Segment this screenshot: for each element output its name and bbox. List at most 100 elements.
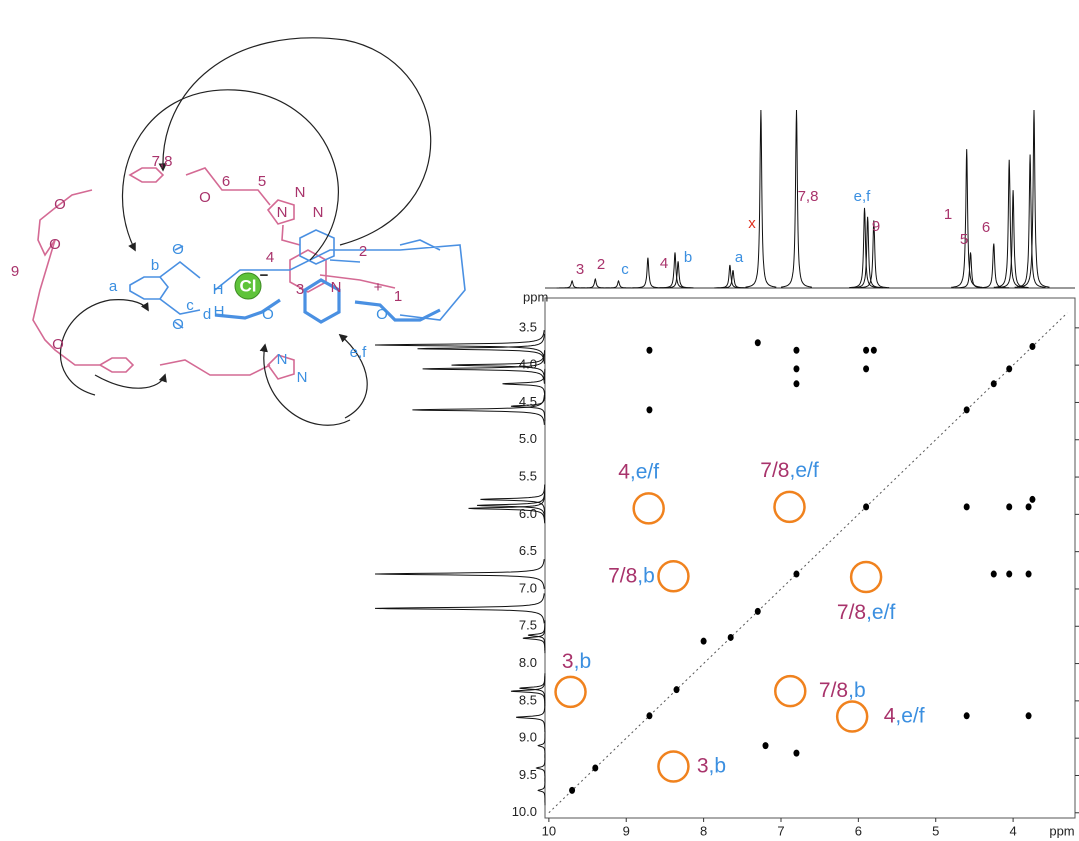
annotation-part: ,b xyxy=(709,754,727,777)
y-tick-label: 4.0 xyxy=(519,357,537,372)
annotation-label: 7/8,b xyxy=(608,564,655,587)
annotation-part: 3 xyxy=(697,754,709,777)
cross-peak xyxy=(871,347,877,354)
plot-frame xyxy=(545,298,1075,818)
structure-label: 1 xyxy=(394,288,402,305)
cross-peak xyxy=(1026,503,1032,510)
cross-peak xyxy=(793,571,799,578)
cross-peak xyxy=(728,634,734,641)
structure-label: H xyxy=(214,303,225,320)
anion-label: Cl xyxy=(240,276,257,295)
cross-peak xyxy=(863,365,869,372)
annotation-label: 7/8,b xyxy=(819,679,866,702)
spectrum-peak xyxy=(538,731,545,761)
structure-label: O xyxy=(172,241,184,258)
peak-label: 3 xyxy=(576,261,584,278)
cross-peak xyxy=(964,503,970,510)
annotation-part: ,e/f xyxy=(790,458,819,481)
cross-peak xyxy=(1029,343,1035,350)
spectrum-peak xyxy=(955,252,986,287)
y-tick-label: 9.0 xyxy=(519,730,537,745)
noe-arrows xyxy=(60,38,430,425)
cross-peak xyxy=(569,787,575,794)
cross-peak xyxy=(755,608,761,615)
annotation-label: 3,b xyxy=(562,649,591,672)
structure-label: 9 xyxy=(11,263,19,280)
annotation-part: 7/8 xyxy=(608,564,637,587)
y-tick-label: 3.5 xyxy=(519,319,537,334)
annotation-circle xyxy=(774,492,804,522)
spectrum-peak xyxy=(557,281,588,288)
spectrum-peak xyxy=(745,110,776,287)
peak-label: 2 xyxy=(597,256,605,273)
annotation-part: 7/8 xyxy=(819,679,848,702)
structure-label: 4 xyxy=(266,249,274,266)
structure-label: N xyxy=(297,369,308,386)
structure xyxy=(33,38,465,425)
structure-label: 2 xyxy=(359,243,367,260)
annotation-part: 4 xyxy=(884,704,896,727)
cross-peak xyxy=(991,380,997,387)
cross-peak xyxy=(1026,712,1032,719)
cross-peak xyxy=(793,365,799,372)
structure-label: N xyxy=(313,204,324,221)
annotation-part: ,b xyxy=(848,679,866,702)
peak-label: x xyxy=(748,215,756,232)
annotation-circle xyxy=(775,676,805,706)
x-tick-label: 6 xyxy=(855,823,862,838)
structure-label: 5 xyxy=(258,173,266,190)
y-tick-label: 7.0 xyxy=(519,580,537,595)
annotation-part: ,e/f xyxy=(866,601,895,624)
peak-label: a xyxy=(735,249,744,266)
peak-label: e,f xyxy=(854,188,872,205)
x-tick-label: 10 xyxy=(542,823,556,838)
figure: ppm ppm 109876543.54.04.55.05.56.06.57.0… xyxy=(0,0,1079,841)
structure-label: O xyxy=(262,306,274,323)
annotation-part: ,b xyxy=(574,649,592,672)
x-tick-label: 4 xyxy=(1009,823,1016,838)
x-tick-label: 9 xyxy=(623,823,630,838)
cross-peak xyxy=(793,347,799,354)
peak-label: b xyxy=(684,249,692,266)
cross-peak xyxy=(701,638,707,645)
structure-label: 6 xyxy=(222,173,230,190)
cross-peak xyxy=(763,742,769,749)
cross-peak xyxy=(991,571,997,578)
structure-label: N xyxy=(331,279,342,296)
annotation-circle xyxy=(658,561,688,591)
spectrum-peak xyxy=(375,330,544,360)
cross-peak xyxy=(964,406,970,413)
annotation-circle xyxy=(634,493,664,523)
y-tick-label: 6.5 xyxy=(519,543,537,558)
y-tick-label: 8.0 xyxy=(519,655,537,670)
peak-label: 1 xyxy=(944,206,952,223)
annotation-part: 3 xyxy=(562,649,574,672)
cross-peak xyxy=(863,347,869,354)
structure-label: b xyxy=(151,257,159,274)
peak-label: 6 xyxy=(982,219,990,236)
cross-peak xyxy=(793,380,799,387)
y-tick-label: 5.0 xyxy=(519,431,537,446)
annotation-circle xyxy=(658,752,688,782)
x-tick-label: 5 xyxy=(932,823,939,838)
structure-label: d xyxy=(203,306,211,323)
spectrum-peak xyxy=(632,258,663,288)
cross-peak xyxy=(1006,571,1012,578)
peak-label: 4 xyxy=(660,255,668,272)
spectrum-peak xyxy=(538,776,545,806)
structure-label: O xyxy=(172,316,184,333)
cross-peak xyxy=(755,339,761,346)
structure-label: c xyxy=(186,297,194,314)
annotation-circle xyxy=(851,562,881,592)
annotation-part: 4 xyxy=(618,460,630,483)
x-tick-label: 7 xyxy=(777,823,784,838)
peak-label: c xyxy=(621,261,629,278)
spectrum-peak xyxy=(1019,110,1050,287)
structure-label: O xyxy=(199,189,211,206)
annotation-label: 4,e/f xyxy=(618,460,659,483)
spectrum-peak xyxy=(580,279,611,288)
y-tick-label: 9.5 xyxy=(519,767,537,782)
y-tick-label: 7.5 xyxy=(519,618,537,633)
y-tick-label: 8.5 xyxy=(519,692,537,707)
x-tick-label: 8 xyxy=(700,823,707,838)
